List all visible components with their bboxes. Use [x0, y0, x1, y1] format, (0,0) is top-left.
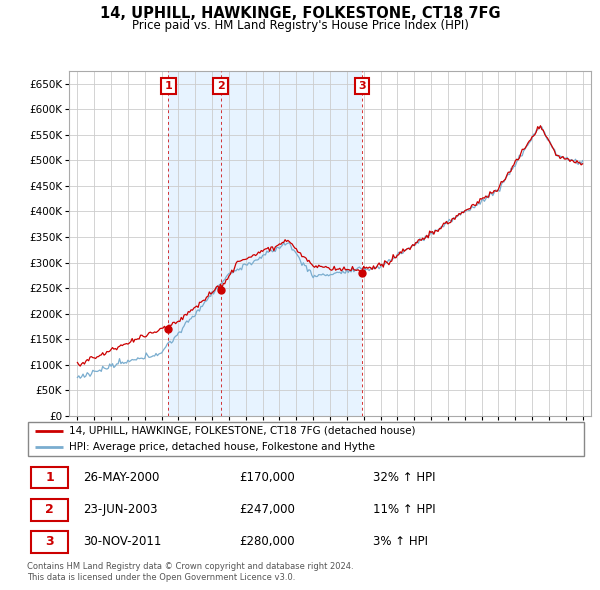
Text: 14, UPHILL, HAWKINGE, FOLKESTONE, CT18 7FG: 14, UPHILL, HAWKINGE, FOLKESTONE, CT18 7… — [100, 6, 500, 21]
Text: 23-JUN-2003: 23-JUN-2003 — [83, 503, 157, 516]
Text: HPI: Average price, detached house, Folkestone and Hythe: HPI: Average price, detached house, Folk… — [69, 442, 375, 453]
FancyBboxPatch shape — [31, 531, 68, 553]
FancyBboxPatch shape — [31, 499, 68, 520]
Text: 30-NOV-2011: 30-NOV-2011 — [83, 536, 161, 549]
FancyBboxPatch shape — [31, 467, 68, 489]
Text: 11% ↑ HPI: 11% ↑ HPI — [373, 503, 436, 516]
Text: 14, UPHILL, HAWKINGE, FOLKESTONE, CT18 7FG (detached house): 14, UPHILL, HAWKINGE, FOLKESTONE, CT18 7… — [69, 425, 415, 435]
Text: Price paid vs. HM Land Registry's House Price Index (HPI): Price paid vs. HM Land Registry's House … — [131, 19, 469, 32]
Text: 26-MAY-2000: 26-MAY-2000 — [83, 471, 159, 484]
Text: This data is licensed under the Open Government Licence v3.0.: This data is licensed under the Open Gov… — [27, 573, 295, 582]
Text: £247,000: £247,000 — [239, 503, 295, 516]
Text: 32% ↑ HPI: 32% ↑ HPI — [373, 471, 436, 484]
FancyBboxPatch shape — [28, 422, 584, 456]
Text: 1: 1 — [45, 471, 54, 484]
Text: £170,000: £170,000 — [239, 471, 295, 484]
Bar — [169, 71, 221, 416]
Text: Contains HM Land Registry data © Crown copyright and database right 2024.: Contains HM Land Registry data © Crown c… — [27, 562, 353, 571]
Text: 2: 2 — [217, 81, 224, 91]
Text: 3% ↑ HPI: 3% ↑ HPI — [373, 536, 428, 549]
Text: £280,000: £280,000 — [239, 536, 295, 549]
Text: 2: 2 — [45, 503, 54, 516]
Bar — [221, 71, 362, 416]
Text: 3: 3 — [358, 81, 366, 91]
Text: 1: 1 — [164, 81, 172, 91]
Text: 3: 3 — [45, 536, 54, 549]
